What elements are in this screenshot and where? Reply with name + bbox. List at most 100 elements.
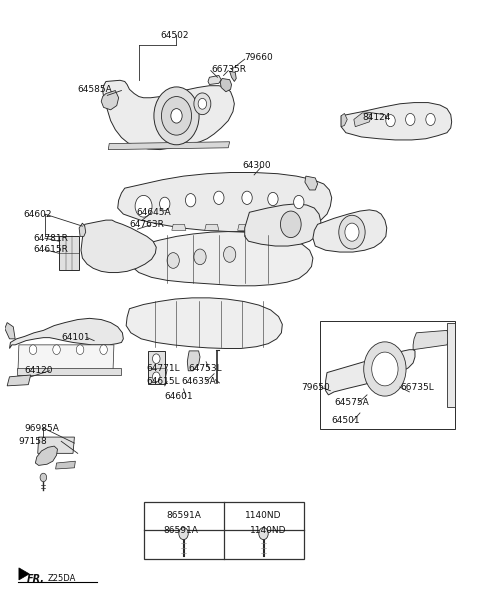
- Polygon shape: [131, 232, 313, 286]
- Circle shape: [294, 196, 304, 208]
- Polygon shape: [38, 437, 74, 453]
- Polygon shape: [354, 113, 372, 127]
- Circle shape: [372, 352, 398, 386]
- Polygon shape: [19, 568, 29, 580]
- Polygon shape: [108, 141, 229, 149]
- Polygon shape: [56, 461, 75, 469]
- Text: 97158: 97158: [18, 437, 47, 446]
- Text: 64615L: 64615L: [146, 376, 180, 386]
- Text: 64120: 64120: [24, 367, 53, 375]
- Circle shape: [426, 113, 435, 125]
- Text: FR.: FR.: [26, 574, 45, 584]
- Polygon shape: [229, 71, 236, 81]
- Polygon shape: [413, 330, 449, 350]
- Circle shape: [386, 114, 395, 127]
- Circle shape: [364, 342, 406, 396]
- Text: 64501: 64501: [332, 416, 360, 426]
- Circle shape: [339, 215, 365, 249]
- Circle shape: [179, 528, 188, 539]
- Text: Z25DA: Z25DA: [47, 574, 75, 583]
- Circle shape: [167, 253, 180, 268]
- Circle shape: [135, 196, 152, 217]
- Text: 64615R: 64615R: [33, 245, 68, 254]
- Polygon shape: [81, 220, 156, 272]
- Polygon shape: [79, 223, 86, 236]
- Polygon shape: [36, 446, 58, 466]
- Text: 64300: 64300: [242, 161, 271, 170]
- Polygon shape: [172, 224, 186, 231]
- Polygon shape: [245, 204, 321, 246]
- Circle shape: [171, 109, 182, 123]
- Text: 64101: 64101: [61, 333, 90, 342]
- Circle shape: [242, 191, 252, 204]
- Polygon shape: [59, 236, 79, 270]
- Polygon shape: [7, 375, 31, 386]
- Text: 79660: 79660: [245, 53, 274, 62]
- Circle shape: [159, 197, 170, 210]
- Text: 66735L: 66735L: [400, 383, 434, 392]
- Polygon shape: [220, 79, 231, 92]
- Polygon shape: [294, 224, 308, 231]
- Polygon shape: [305, 176, 318, 190]
- Text: 64763R: 64763R: [130, 220, 164, 229]
- Text: 64502: 64502: [160, 31, 189, 39]
- Circle shape: [161, 97, 192, 135]
- Circle shape: [214, 191, 224, 204]
- Polygon shape: [5, 322, 15, 339]
- Circle shape: [185, 194, 196, 207]
- Polygon shape: [144, 502, 303, 560]
- Text: 64602: 64602: [24, 210, 52, 218]
- Text: 64601: 64601: [165, 392, 193, 401]
- Text: 64645A: 64645A: [136, 208, 171, 216]
- Text: 64585A: 64585A: [78, 85, 112, 94]
- Circle shape: [194, 249, 206, 264]
- Text: 64575A: 64575A: [334, 399, 369, 407]
- Text: 64753L: 64753L: [188, 365, 222, 373]
- Text: 64635A: 64635A: [181, 376, 216, 386]
- Circle shape: [154, 87, 199, 145]
- Text: 1140ND: 1140ND: [250, 526, 287, 535]
- Polygon shape: [103, 81, 234, 149]
- Polygon shape: [204, 224, 219, 231]
- Polygon shape: [16, 368, 121, 375]
- Circle shape: [53, 345, 60, 354]
- Polygon shape: [18, 345, 114, 371]
- Text: 96985A: 96985A: [24, 424, 60, 432]
- Circle shape: [280, 211, 301, 237]
- Polygon shape: [101, 90, 119, 110]
- Circle shape: [268, 192, 278, 205]
- Circle shape: [194, 93, 211, 114]
- Circle shape: [198, 98, 206, 109]
- Polygon shape: [341, 103, 452, 140]
- Circle shape: [76, 345, 84, 354]
- Polygon shape: [341, 113, 347, 127]
- Polygon shape: [238, 224, 252, 231]
- Circle shape: [153, 372, 160, 382]
- Text: 1140ND: 1140ND: [245, 512, 282, 520]
- Circle shape: [29, 345, 37, 354]
- Text: 66735R: 66735R: [212, 65, 247, 74]
- Polygon shape: [10, 319, 123, 349]
- Polygon shape: [187, 351, 200, 371]
- Circle shape: [153, 354, 160, 363]
- Polygon shape: [208, 76, 221, 84]
- Circle shape: [345, 223, 359, 241]
- Polygon shape: [313, 210, 387, 252]
- Polygon shape: [126, 298, 282, 349]
- Polygon shape: [118, 172, 332, 232]
- Circle shape: [259, 528, 268, 539]
- Polygon shape: [325, 350, 415, 395]
- Text: 84124: 84124: [362, 113, 391, 122]
- Text: 64781R: 64781R: [33, 234, 68, 243]
- Text: 86591A: 86591A: [166, 512, 201, 520]
- Circle shape: [224, 247, 236, 263]
- Circle shape: [406, 113, 415, 125]
- Polygon shape: [447, 322, 456, 407]
- Text: 64771L: 64771L: [146, 365, 180, 373]
- Polygon shape: [268, 224, 282, 231]
- Polygon shape: [148, 351, 165, 384]
- Text: 86591A: 86591A: [164, 526, 199, 535]
- Circle shape: [40, 474, 47, 482]
- Text: 79650: 79650: [301, 383, 330, 392]
- Circle shape: [100, 345, 108, 354]
